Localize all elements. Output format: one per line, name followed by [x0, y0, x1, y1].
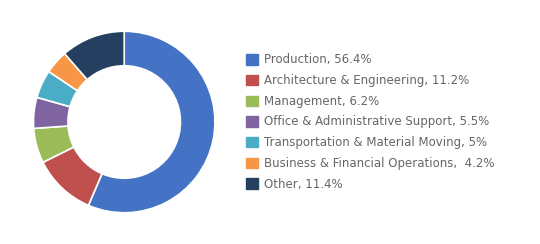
Legend: Production, 56.4%, Architecture & Engineering, 11.2%, Management, 6.2%, Office &: Production, 56.4%, Architecture & Engine… — [244, 51, 496, 193]
Wedge shape — [65, 31, 124, 80]
Wedge shape — [33, 97, 70, 128]
Wedge shape — [49, 54, 87, 91]
Wedge shape — [37, 71, 77, 107]
Wedge shape — [89, 31, 215, 213]
Wedge shape — [33, 126, 74, 162]
Wedge shape — [43, 147, 102, 205]
